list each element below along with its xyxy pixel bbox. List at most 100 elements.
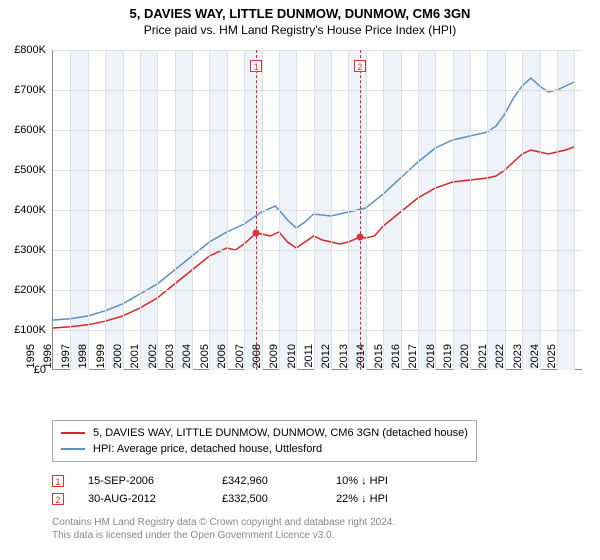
gridline-v [192,50,193,370]
gridline-v [470,50,471,370]
gridline-h [53,330,582,331]
x-tick-label: 1998 [77,344,89,374]
gridline-v [157,50,158,370]
sale-row-marker: 1 [52,475,64,487]
x-tick-label: 2017 [407,344,419,374]
y-tick-label: £200K [14,284,46,296]
x-tick-label: 1997 [60,344,72,374]
footer-line-2: This data is licensed under the Open Gov… [52,529,582,542]
gridline-h [53,50,582,51]
gridline-v [88,50,89,370]
sale-vline [256,50,257,370]
chart-area: 12 £0£100K£200K£300K£400K£500K£600K£700K… [52,50,582,400]
gridline-v [331,50,332,370]
gridline-v [279,50,280,370]
x-tick-label: 2012 [320,344,332,374]
footer-text: Contains HM Land Registry data © Crown c… [52,516,582,542]
gridline-h [53,290,582,291]
y-tick-label: £500K [14,164,46,176]
x-tick-label: 2011 [303,344,315,374]
gridline-h [53,210,582,211]
gridline-h [53,250,582,251]
gridline-v [557,50,558,370]
chart-container: 5, DAVIES WAY, LITTLE DUNMOW, DUNMOW, CM… [0,0,600,560]
x-tick-label: 2021 [477,344,489,374]
gridline-v [366,50,367,370]
gridline-v [418,50,419,370]
legend-swatch [61,432,85,434]
gridline-v [522,50,523,370]
legend-swatch [61,448,85,450]
legend-box: 5, DAVIES WAY, LITTLE DUNMOW, DUNMOW, CM… [52,420,477,462]
gridline-v [383,50,384,370]
gridline-h [53,130,582,131]
gridline-v [314,50,315,370]
sale-row-marker: 2 [52,493,64,505]
x-tick-label: 2025 [546,344,558,374]
gridline-v [209,50,210,370]
x-tick-label: 2003 [164,344,176,374]
sale-date: 15-SEP-2006 [88,475,198,487]
sale-price: £342,960 [222,475,312,487]
sales-table: 1 15-SEP-2006 £342,960 10% ↓ HPI 2 30-AUG-201… [52,472,582,508]
x-tick-label: 2019 [442,344,454,374]
gridline-h [53,90,582,91]
legend-area: 5, DAVIES WAY, LITTLE DUNMOW, DUNMOW, CM… [52,420,582,542]
gridline-v [244,50,245,370]
y-tick-label: £400K [14,204,46,216]
gridline-v [105,50,106,370]
gridline-v [140,50,141,370]
gridline-v [540,50,541,370]
gridline-v [401,50,402,370]
x-tick-label: 2006 [216,344,228,374]
sale-price: £332,500 [222,493,312,505]
x-tick-label: 2023 [512,344,524,374]
sale-hpi-delta: 10% ↓ HPI [336,475,436,487]
y-tick-label: £600K [14,124,46,136]
legend-row: 5, DAVIES WAY, LITTLE DUNMOW, DUNMOW, CM… [61,425,468,441]
gridline-v [348,50,349,370]
sale-marker-label: 2 [354,60,366,72]
footer-line-1: Contains HM Land Registry data © Crown c… [52,516,582,529]
gridline-v [123,50,124,370]
x-tick-label: 2008 [251,344,263,374]
gridline-v [505,50,506,370]
gridline-v [262,50,263,370]
y-tick-label: £100K [14,324,46,336]
gridline-v [296,50,297,370]
x-tick-label: 2013 [338,344,350,374]
gridline-v [227,50,228,370]
sale-marker-label: 1 [250,60,262,72]
sale-date: 30-AUG-2012 [88,493,198,505]
y-tick-label: £800K [14,44,46,56]
gridline-v [574,50,575,370]
legend-label: HPI: Average price, detached house, Uttl… [93,441,322,457]
x-tick-label: 2016 [390,344,402,374]
sale-vline [360,50,361,370]
sale-dot [253,229,260,236]
plot-region: 12 [52,50,582,370]
legend-row: HPI: Average price, detached house, Uttl… [61,441,468,457]
gridline-v [70,50,71,370]
sale-row: 2 30-AUG-2012 £332,500 22% ↓ HPI [52,490,582,508]
sale-hpi-delta: 22% ↓ HPI [336,493,436,505]
sale-dot [356,234,363,241]
x-tick-label: 2022 [494,344,506,374]
x-tick-label: 2005 [199,344,211,374]
gridline-v [453,50,454,370]
x-tick-label: 2007 [234,344,246,374]
x-tick-label: 2010 [286,344,298,374]
x-tick-label: 1995 [25,344,37,374]
gridline-v [435,50,436,370]
x-tick-label: 2018 [425,344,437,374]
chart-subtitle: Price paid vs. HM Land Registry's House … [0,21,600,37]
x-tick-label: 1999 [95,344,107,374]
x-tick-label: 2009 [268,344,280,374]
legend-label: 5, DAVIES WAY, LITTLE DUNMOW, DUNMOW, CM… [93,425,468,441]
gridline-h [53,170,582,171]
gridline-v [175,50,176,370]
x-tick-label: 2002 [147,344,159,374]
gridline-v [487,50,488,370]
chart-title: 5, DAVIES WAY, LITTLE DUNMOW, DUNMOW, CM… [0,0,600,21]
x-tick-label: 2020 [459,344,471,374]
